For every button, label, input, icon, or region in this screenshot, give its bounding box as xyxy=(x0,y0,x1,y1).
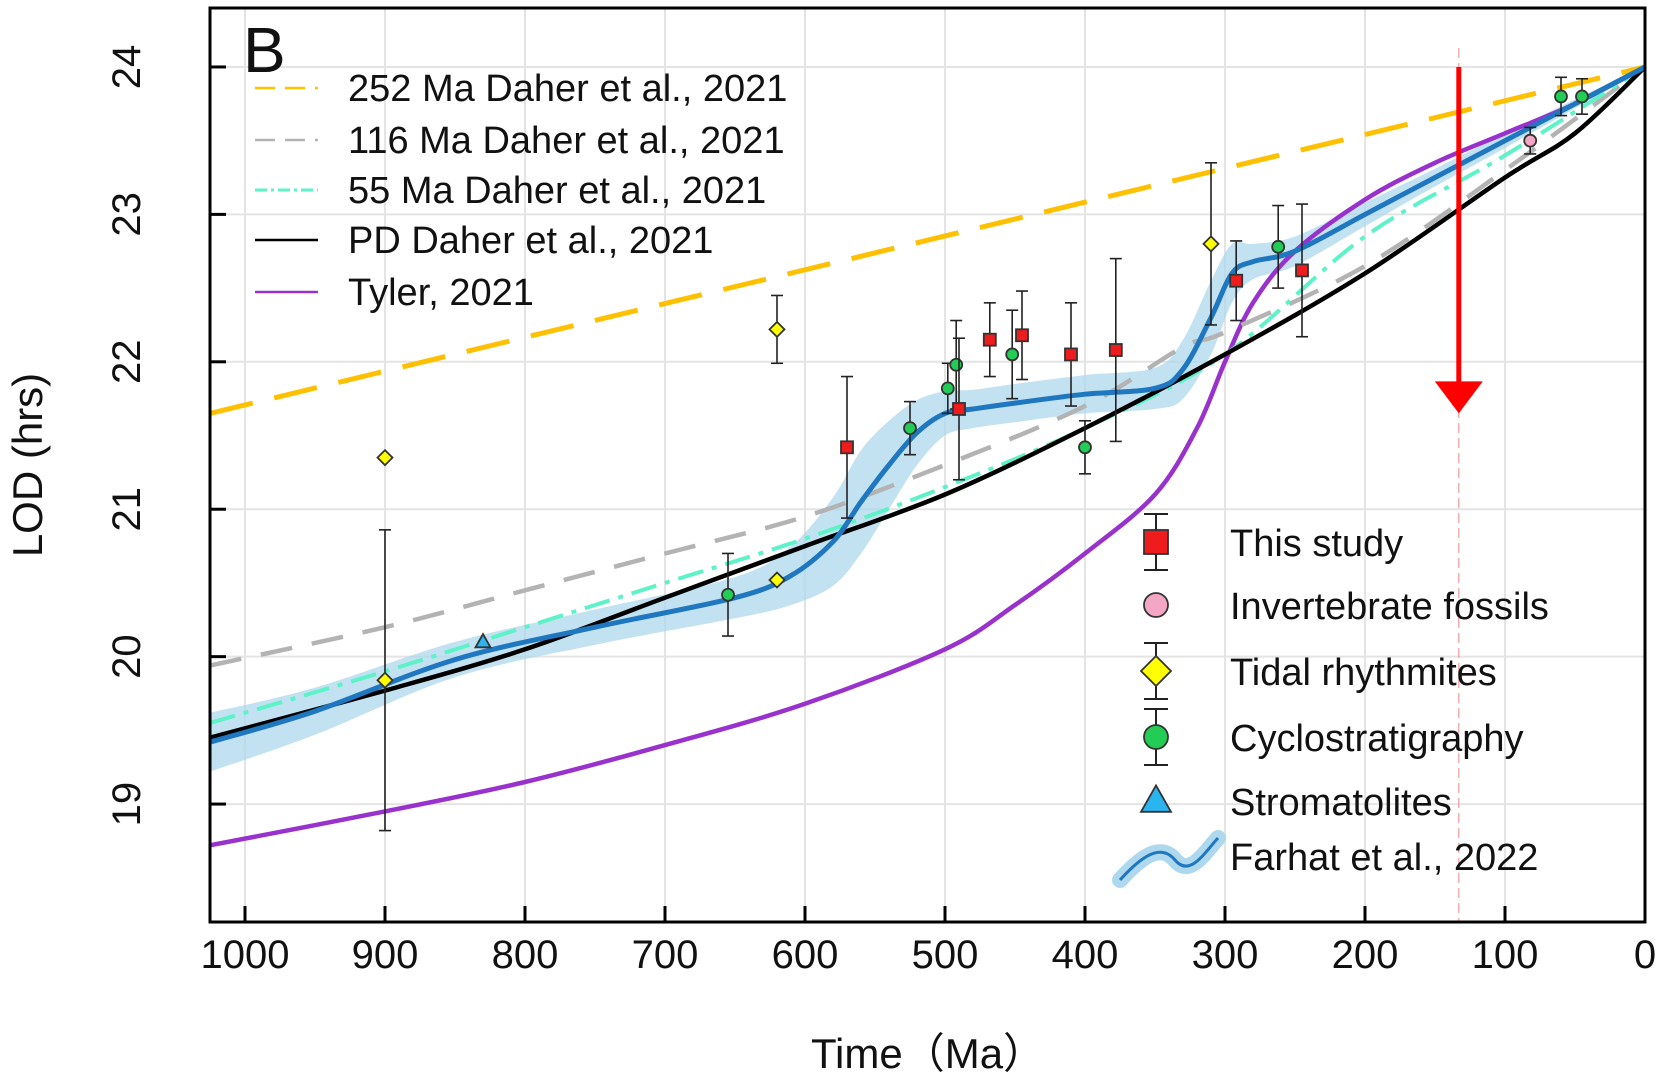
legend-label-cyclostratigraphy: Cyclostratigraphy xyxy=(1230,718,1524,760)
marker-arrow-head xyxy=(1434,381,1483,414)
series-line-farhat-et-al-2022 xyxy=(210,64,1645,745)
point-this-study xyxy=(952,402,966,416)
point-invertebrate-fossils xyxy=(1523,133,1538,148)
point-tidal-rhythmites xyxy=(376,671,394,690)
x-axis-title: Time（Ma） xyxy=(811,1030,1045,1077)
x-tick-label: 0 xyxy=(1634,933,1656,977)
legend-label-farhat-et-al-2022: Farhat et al., 2022 xyxy=(1230,837,1538,879)
y-tick-label: 24 xyxy=(105,45,149,90)
legend-label-invertebrate-fossils: Invertebrate fossils xyxy=(1230,586,1549,628)
legend-label-this-study: This study xyxy=(1230,523,1403,565)
point-this-study xyxy=(1229,273,1244,288)
legend-label-stromatolites: Stromatolites xyxy=(1230,782,1452,824)
x-tick-label: 800 xyxy=(492,933,559,977)
x-tick-label: 200 xyxy=(1332,933,1399,977)
legend-marker-this-study xyxy=(1143,529,1169,555)
y-axis-title: LOD (hrs) xyxy=(4,373,51,557)
x-axis-ticks: 1000 900 800 700 600 500 400 300 200 100 0 xyxy=(201,906,1656,977)
point-cyclostratigraphy xyxy=(940,381,955,396)
point-tidal-rhythmites xyxy=(1202,235,1220,253)
legend-label-tyler-2021: Tyler, 2021 xyxy=(348,272,534,314)
series-line-252-ma-daher-et-al-2021 xyxy=(210,64,1645,416)
point-cyclostratigraphy xyxy=(1575,89,1589,104)
legend-marker-invertebrate-fossils xyxy=(1143,592,1169,618)
legend-label-55-ma-daher-et-al-2021: 55 Ma Daher et al., 2021 xyxy=(348,170,766,212)
point-cyclostratigraphy xyxy=(1005,347,1020,362)
point-this-study xyxy=(840,440,854,455)
plot-frame xyxy=(208,6,1647,924)
farhat-band xyxy=(210,67,1645,772)
legend-marker-cyclostratigraphy xyxy=(1143,724,1169,750)
point-tidal-rhythmites xyxy=(376,448,394,467)
point-cyclostratigraphy xyxy=(1271,239,1286,254)
legend-swatch-farhat-line xyxy=(1118,836,1220,882)
legend-label-pd-daher-et-al-2021: PD Daher et al., 2021 xyxy=(348,220,713,262)
x-tick-label: 600 xyxy=(772,933,839,977)
point-stromatolites xyxy=(473,632,493,649)
series-line-tyler-2021 xyxy=(210,65,1645,848)
series-line-116-ma-daher-et-al-2021 xyxy=(210,65,1645,668)
x-tick-label: 900 xyxy=(352,933,419,977)
y-tick-label: 20 xyxy=(105,634,149,679)
farhat-uncertainty-band xyxy=(210,67,1645,772)
legend-marker-tidal-rhythmites xyxy=(1139,654,1173,688)
x-tick-label: 400 xyxy=(1052,933,1119,977)
data-points xyxy=(376,76,1589,832)
y-tick-label: 21 xyxy=(105,487,149,532)
point-cyclostratigraphy xyxy=(1554,89,1568,104)
point-this-study xyxy=(1015,328,1029,343)
series-line-pd-daher-et-al-2021 xyxy=(210,65,1645,740)
point-tidal-rhythmites xyxy=(768,571,786,589)
legend-label-tidal-rhythmites: Tidal rhythmites xyxy=(1230,652,1497,694)
x-tick-label: 700 xyxy=(632,933,699,977)
panel-label: B xyxy=(243,14,286,86)
point-this-study xyxy=(1064,347,1078,362)
legend-marker-stromatolites xyxy=(1139,783,1173,813)
point-cyclostratigraphy xyxy=(1078,440,1092,455)
y-tick-label: 19 xyxy=(105,782,149,827)
legend-label-252-ma-daher-et-al-2021: 252 Ma Daher et al., 2021 xyxy=(348,68,787,110)
point-cyclostratigraphy xyxy=(721,587,735,602)
y-tick-label: 22 xyxy=(105,340,149,385)
point-this-study xyxy=(982,332,997,347)
legend-markers: This study Invertebrate fossils Tidal rhyt… xyxy=(1112,513,1549,888)
x-tick-label: 100 xyxy=(1472,933,1539,977)
series-line-55-ma-daher-et-al-2021 xyxy=(210,65,1645,725)
point-tidal-rhythmites xyxy=(768,320,786,339)
legend-label-116-ma-daher-et-al-2021: 116 Ma Daher et al., 2021 xyxy=(348,120,785,162)
point-cyclostratigraphy xyxy=(949,357,964,372)
series-lines xyxy=(210,64,1645,848)
point-cyclostratigraphy xyxy=(903,421,917,436)
x-tick-label: 500 xyxy=(912,933,979,977)
point-this-study xyxy=(1295,263,1309,278)
y-axis-ticks: 19 20 21 22 23 24 xyxy=(105,45,226,827)
y-tick-label: 23 xyxy=(105,192,149,237)
legend-lines: 252 Ma Daher et al., 2021 116 Ma Daher et… xyxy=(255,68,787,314)
x-tick-label: 300 xyxy=(1192,933,1259,977)
point-this-study xyxy=(1108,343,1123,357)
x-tick-label: 1000 xyxy=(201,933,290,977)
red-arrow-marker xyxy=(1434,48,1483,922)
